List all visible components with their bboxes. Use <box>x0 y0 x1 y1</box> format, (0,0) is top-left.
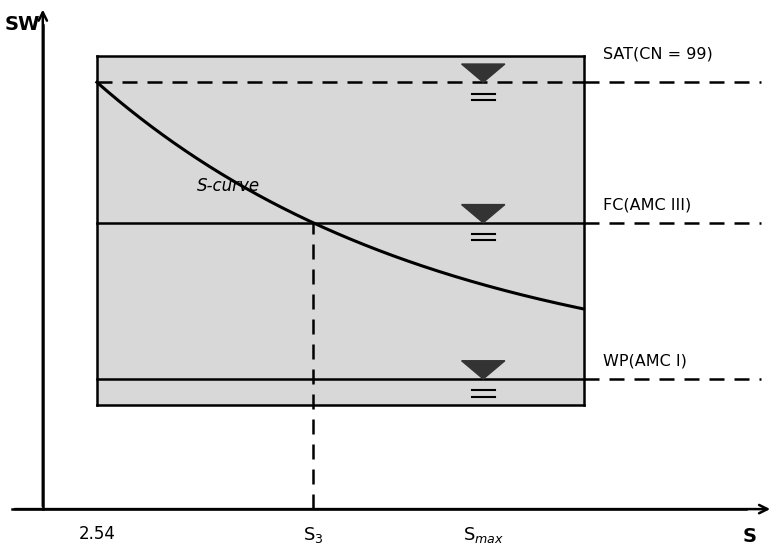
Text: S-curve: S-curve <box>198 177 260 195</box>
Text: 2.54: 2.54 <box>78 525 116 543</box>
Text: FC(AMC III): FC(AMC III) <box>603 197 691 212</box>
Text: S: S <box>743 527 757 546</box>
Text: SW: SW <box>4 15 40 34</box>
Text: WP(AMC I): WP(AMC I) <box>603 353 686 369</box>
Polygon shape <box>462 64 505 82</box>
Text: SAT(CN = 99): SAT(CN = 99) <box>603 46 713 61</box>
Polygon shape <box>462 205 505 223</box>
Text: S$_3$: S$_3$ <box>303 525 323 544</box>
Polygon shape <box>462 361 505 379</box>
Text: S$_{max}$: S$_{max}$ <box>462 525 504 544</box>
Bar <box>97 56 583 405</box>
